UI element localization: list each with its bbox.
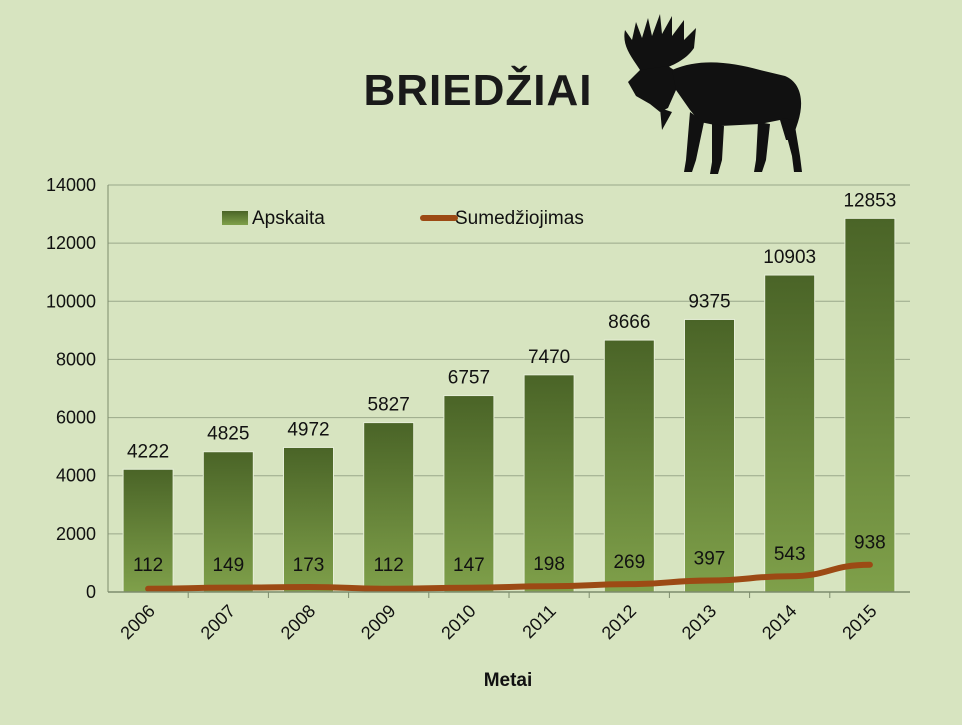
bar-value-label: 9375: [688, 291, 730, 312]
x-tick-label: 2014: [758, 601, 800, 643]
line-value-label: 269: [613, 552, 645, 573]
x-tick-label: 2015: [838, 601, 880, 643]
bar-apskaita-2015: [844, 217, 896, 593]
y-tick-label: 2000: [56, 524, 96, 544]
x-axis-label: Metai: [484, 670, 533, 691]
x-tick-label: 2011: [518, 601, 560, 643]
y-tick-label: 8000: [56, 349, 96, 369]
y-tick-label: 0: [86, 582, 96, 602]
y-tick-label: 10000: [46, 291, 96, 311]
line-value-label: 173: [293, 555, 325, 576]
x-axis-ticks: 2006 2007 2008 2009 2010 2011 2012 2013 2014 2015: [116, 601, 880, 643]
bar-value-label: 4972: [287, 419, 329, 440]
line-value-label: 938: [854, 533, 886, 554]
line-value-label: 543: [774, 544, 806, 565]
bar-value-label: 4222: [127, 441, 169, 462]
bar-value-label: 6757: [448, 368, 490, 389]
line-value-label: 198: [533, 554, 565, 575]
x-tick-label: 2007: [197, 601, 239, 643]
bar-data-labels: 4222 4825 4972 5827 6757 7470 8666 9375 10903 128…: [127, 190, 896, 462]
legend-swatch-apskaita: [222, 211, 248, 225]
bar-apskaita-2008: [283, 446, 334, 593]
axes: [107, 185, 910, 598]
legend: Apskaita Sumedžiojimas: [222, 208, 584, 229]
bar-value-label: 8666: [608, 312, 650, 333]
line-value-label: 397: [694, 548, 726, 569]
bar-value-label: 10903: [763, 247, 816, 268]
bar-apskaita-2012: [603, 339, 655, 593]
legend-label-sumedziojimas: Sumedžiojimas: [455, 208, 584, 229]
x-tick-label: 2008: [277, 601, 319, 643]
line-data-labels: 112 149 173 112 147 198 269 397 543 938: [133, 533, 886, 576]
legend-label-apskaita: Apskaita: [252, 208, 325, 229]
y-tick-label: 14000: [46, 175, 96, 195]
y-tick-label: 4000: [56, 466, 96, 486]
bar-value-label: 7470: [528, 347, 570, 368]
bar-value-label: 5827: [368, 395, 410, 416]
line-series: [145, 561, 873, 592]
x-tick-label: 2009: [357, 601, 399, 643]
line-value-label: 149: [212, 555, 244, 576]
bar-apskaita-2011: [523, 374, 575, 593]
bar-series: [122, 217, 896, 593]
y-axis-ticks: 0 2000 4000 6000 8000 10000 12000 14000: [46, 175, 96, 602]
x-tick-label: 2010: [437, 601, 479, 643]
moose-silhouette-icon: [624, 14, 802, 174]
bar-value-label: 4825: [207, 424, 249, 445]
bar-apskaita-2007: [202, 451, 254, 593]
line-value-label: 112: [133, 555, 163, 576]
chart-title: BRIEDŽIAI: [364, 65, 593, 115]
line-value-label: 112: [374, 555, 404, 576]
bar-apskaita-2014: [764, 274, 816, 593]
x-tick-label: 2006: [116, 601, 158, 643]
bar-apskaita-2009: [363, 422, 415, 593]
bar-value-label: 12853: [843, 190, 896, 211]
bar-apskaita-2010: [443, 395, 495, 593]
y-tick-label: 12000: [46, 233, 96, 253]
x-tick-label: 2012: [598, 601, 640, 643]
bar-apskaita-2013: [684, 318, 735, 593]
x-tick-label: 2013: [678, 601, 720, 643]
line-value-label: 147: [453, 555, 485, 576]
y-tick-label: 6000: [56, 408, 96, 428]
line-sumedziojimas: [145, 561, 873, 592]
